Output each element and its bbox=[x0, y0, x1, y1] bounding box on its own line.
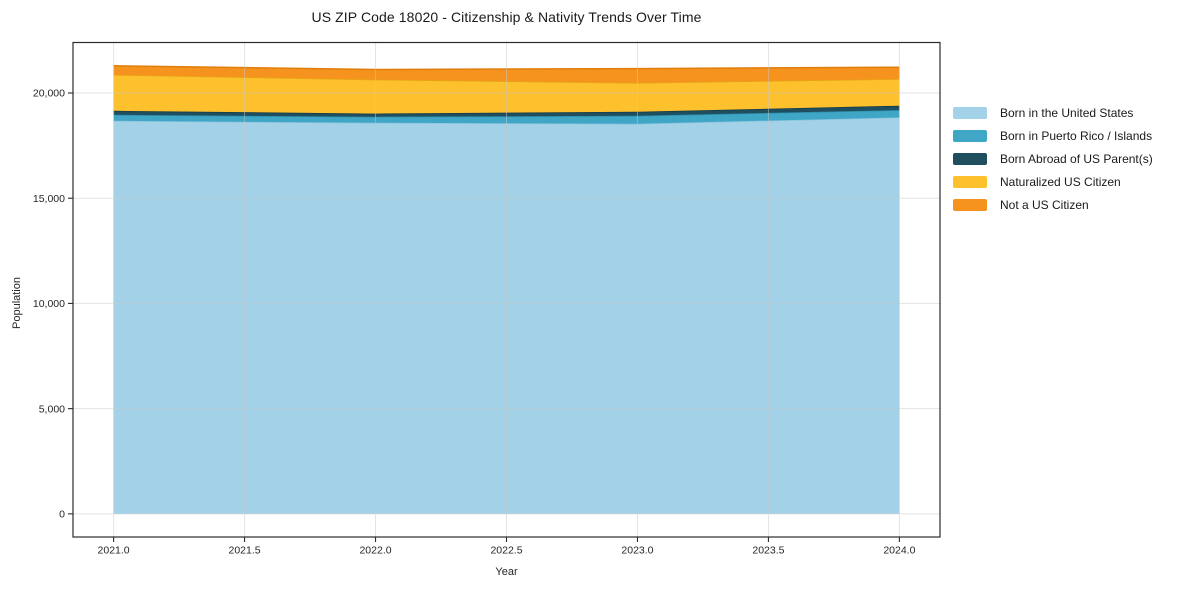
legend-item-born-abroad-of-us-parent-s: Born Abroad of US Parent(s) bbox=[953, 147, 1153, 170]
legend-swatch-icon bbox=[953, 176, 987, 189]
y-axis-title: Population bbox=[11, 277, 23, 329]
x-tick-label: 2021.0 bbox=[98, 545, 130, 557]
x-axis-title: Year bbox=[495, 566, 518, 578]
legend-label: Born in Puerto Rico / Islands bbox=[1000, 128, 1153, 143]
legend-swatch-icon bbox=[953, 152, 987, 165]
legend-item-born-in-puerto-rico-islands: Born in Puerto Rico / Islands bbox=[953, 124, 1153, 147]
legend-swatch-icon bbox=[953, 129, 987, 142]
legend-label: Not a US Citizen bbox=[1000, 198, 1089, 213]
legend-label: Born Abroad of US Parent(s) bbox=[1000, 151, 1153, 166]
y-tick-label: 5,000 bbox=[39, 403, 65, 415]
x-tick-label: 2023.5 bbox=[752, 545, 784, 557]
x-tick-label: 2024.0 bbox=[883, 545, 915, 557]
legend-item-naturalized-us-citizen: Naturalized US Citizen bbox=[953, 171, 1153, 194]
chart-title: US ZIP Code 18020 - Citizenship & Nativi… bbox=[311, 9, 702, 25]
legend-swatch-icon bbox=[953, 199, 987, 212]
x-tick-label: 2022.0 bbox=[359, 545, 391, 557]
area-born-abroad-of-us-parent-s bbox=[113, 105, 900, 117]
y-tick-label: 15,000 bbox=[33, 193, 65, 205]
x-tick-label: 2022.5 bbox=[490, 545, 522, 557]
legend-item-not-a-us-citizen: Not a US Citizen bbox=[953, 194, 1153, 217]
y-tick-label: 20,000 bbox=[33, 88, 65, 100]
x-tick-label: 2021.5 bbox=[229, 545, 261, 557]
y-tick-label: 10,000 bbox=[33, 298, 65, 310]
y-tick-label: 0 bbox=[59, 509, 65, 521]
legend-swatch-icon bbox=[953, 106, 987, 119]
x-tick-label: 2023.0 bbox=[621, 545, 653, 557]
legend-item-born-in-the-united-states: Born in the United States bbox=[953, 101, 1153, 124]
legend-label: Born in the United States bbox=[1000, 105, 1134, 120]
legend-label: Naturalized US Citizen bbox=[1000, 175, 1121, 190]
gridlines bbox=[73, 42, 940, 537]
legend: Born in the United States Born in Puerto … bbox=[953, 101, 1153, 217]
axis-ticks: 2021.0 2021.5 2022.0 2022.5 2023.0 2023.5 2024… bbox=[33, 88, 916, 557]
